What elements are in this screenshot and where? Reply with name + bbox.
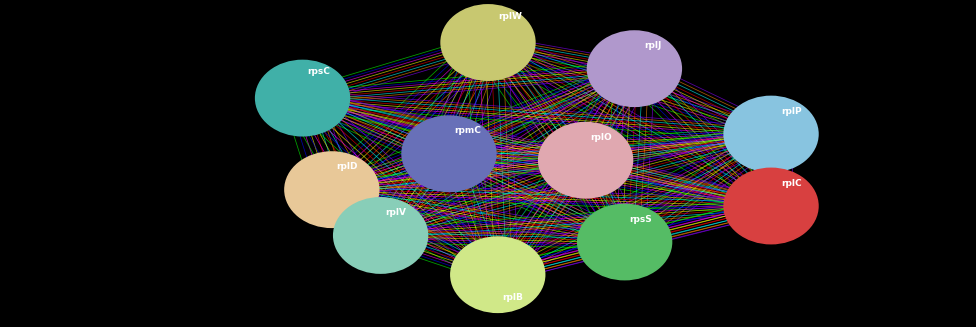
- Text: rpsS: rpsS: [630, 215, 652, 224]
- Text: rplD: rplD: [337, 162, 358, 171]
- Text: rplV: rplV: [386, 208, 407, 217]
- Ellipse shape: [402, 116, 496, 191]
- Text: rpmC: rpmC: [454, 126, 481, 135]
- Text: rplC: rplC: [781, 179, 801, 188]
- Text: rplO: rplO: [590, 133, 612, 142]
- Ellipse shape: [256, 60, 349, 136]
- Ellipse shape: [539, 123, 632, 198]
- Text: rplJ: rplJ: [644, 41, 662, 50]
- Ellipse shape: [285, 152, 379, 227]
- Ellipse shape: [724, 96, 818, 172]
- Text: rplW: rplW: [498, 12, 521, 21]
- Ellipse shape: [334, 198, 427, 273]
- Text: rpsC: rpsC: [307, 67, 330, 77]
- Ellipse shape: [724, 168, 818, 244]
- Ellipse shape: [588, 31, 681, 106]
- Text: rplP: rplP: [781, 107, 801, 116]
- Text: rplB: rplB: [503, 293, 523, 302]
- Ellipse shape: [451, 237, 545, 312]
- Ellipse shape: [578, 204, 671, 280]
- Ellipse shape: [441, 5, 535, 80]
